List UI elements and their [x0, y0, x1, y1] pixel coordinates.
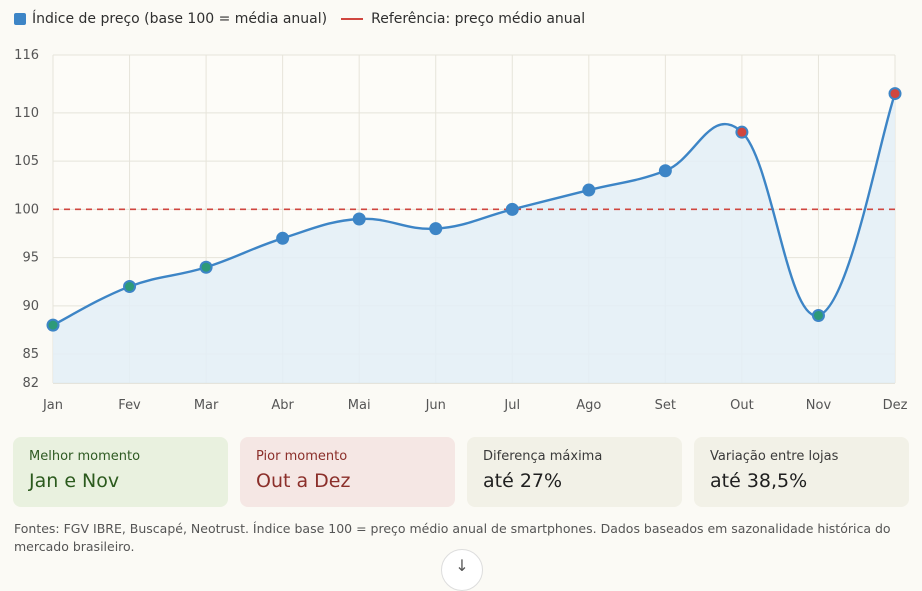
- data-point-normal: [507, 204, 517, 214]
- x-tick-label: Jun: [425, 398, 446, 413]
- card-label: Diferença máxima: [483, 449, 603, 464]
- data-point-normal: [584, 185, 594, 195]
- x-tick-label: Jan: [42, 398, 63, 413]
- x-tick-label: Dez: [883, 398, 908, 413]
- y-tick-label: 105: [14, 154, 39, 169]
- card-label: Variação entre lojas: [710, 449, 839, 464]
- x-tick-label: Mai: [348, 398, 371, 413]
- chart-legend: Índice de preço (base 100 = média anual)…: [14, 8, 599, 30]
- data-point-good: [125, 282, 135, 292]
- card-value: Jan e Nov: [29, 470, 120, 492]
- y-tick-label: 82: [22, 376, 39, 391]
- scroll-down-button[interactable]: ↓: [441, 549, 483, 591]
- card-value: até 38,5%: [710, 470, 808, 492]
- price-index-chart: 82 85 90 95 100 105 110 116 Jan Fev Mar Abr Mai Jun Ju…: [14, 48, 908, 413]
- legend-series-label: Índice de preço (base 100 = média anual): [32, 11, 328, 27]
- y-tick-label: 90: [22, 299, 39, 314]
- series-swatch: [14, 13, 26, 25]
- sources-footnote: Fontes: FGV IBRE, Buscapé, Neotrust. Índ…: [14, 521, 891, 554]
- y-tick-label: 110: [14, 106, 39, 121]
- legend-item-reference[interactable]: Referência: preço médio anual: [341, 11, 585, 27]
- x-tick-label: Nov: [806, 398, 832, 413]
- arrow-down-icon: ↓: [455, 556, 469, 575]
- data-point-good: [813, 310, 823, 320]
- summary-cards: Melhor momento Jan e Nov Pior momento Ou…: [13, 437, 909, 507]
- card-label: Pior momento: [256, 449, 348, 464]
- data-point-bad: [890, 89, 900, 99]
- data-point-good: [201, 262, 211, 272]
- data-point-bad: [737, 127, 747, 137]
- x-tick-label: Jul: [503, 398, 520, 413]
- data-point-normal: [278, 233, 288, 243]
- card-worst-moment: Pior momento Out a Dez: [240, 437, 455, 507]
- legend-item-series[interactable]: Índice de preço (base 100 = média anual): [14, 11, 327, 27]
- data-point-normal: [354, 214, 364, 224]
- card-max-difference: Diferença máxima até 27%: [467, 437, 682, 507]
- data-point-good: [48, 320, 58, 330]
- y-tick-label: 85: [22, 347, 39, 362]
- x-tick-label: Set: [655, 398, 676, 413]
- reference-swatch: [341, 18, 364, 20]
- x-tick-label: Out: [730, 398, 754, 413]
- card-value: Out a Dez: [256, 470, 351, 492]
- card-best-moment: Melhor momento Jan e Nov: [13, 437, 228, 507]
- x-tick-label: Ago: [576, 398, 601, 413]
- card-label: Melhor momento: [29, 449, 141, 464]
- y-tick-label: 100: [14, 202, 39, 217]
- legend-reference-label: Referência: preço médio anual: [371, 11, 586, 27]
- x-tick-label: Fev: [118, 398, 141, 413]
- card-value: até 27%: [483, 470, 563, 492]
- x-tick-label: Mar: [194, 398, 219, 413]
- x-tick-label: Abr: [271, 398, 294, 413]
- series-area: [53, 93, 895, 384]
- y-tick-label: 116: [14, 48, 39, 63]
- y-tick-label: 95: [22, 251, 39, 266]
- card-store-variation: Variação entre lojas até 38,5%: [694, 437, 909, 507]
- data-point-normal: [431, 224, 441, 234]
- data-point-normal: [660, 166, 670, 176]
